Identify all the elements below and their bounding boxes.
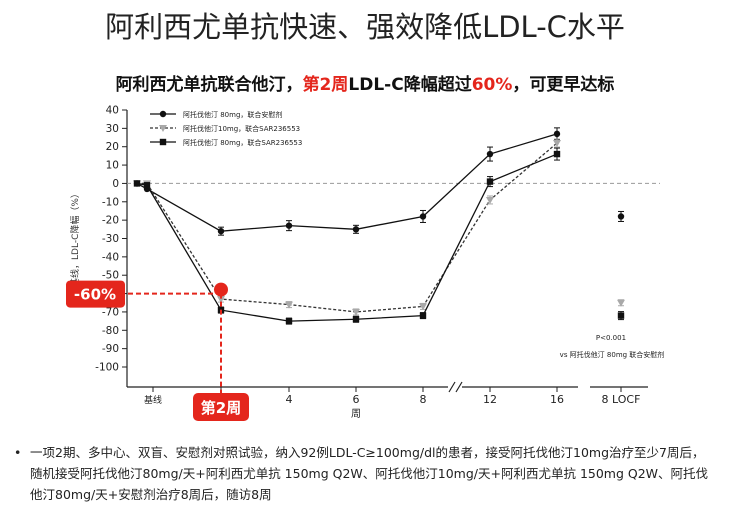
y-tick-label: 40 xyxy=(106,105,119,117)
y-tick-label: 30 xyxy=(106,123,119,135)
y-tick-label: -30 xyxy=(102,233,119,245)
y-tick-label: 0 xyxy=(112,178,119,190)
x-axis-title: 周 xyxy=(351,408,361,420)
subtitle-percent: 60% xyxy=(471,75,513,95)
study-description: 一项2期、多中心、双盲、安慰剂对照试验，纳入92例LDL-C≥100mg/dl的… xyxy=(30,445,709,502)
legend-label: 阿托伐他汀 80mg，联合安慰剂 xyxy=(183,110,282,119)
x-tick-label: 8 LOCF xyxy=(602,393,641,406)
x-tick-label: 基线 xyxy=(144,394,162,406)
study-note: • 一项2期、多中心、双盲、安慰剂对照试验，纳入92例LDL-C≥100mg/d… xyxy=(14,442,714,505)
data-point xyxy=(217,296,225,304)
subtitle-part3: LDL-C降幅超过 xyxy=(348,75,472,95)
x-tick-label: 6 xyxy=(353,393,360,406)
data-point xyxy=(553,140,561,148)
legend-marker xyxy=(159,110,167,118)
x-tick-label: 8 xyxy=(420,393,427,406)
data-point xyxy=(352,308,360,316)
subtitle-week2: 第2周 xyxy=(302,75,349,95)
data-point xyxy=(486,150,494,158)
locf-point xyxy=(617,213,625,220)
locf-point xyxy=(617,299,625,307)
annotation-week-box xyxy=(193,393,249,421)
data-point xyxy=(133,180,141,187)
legend-label: 阿托伐他汀10mg，联合SAR236553 xyxy=(183,124,300,133)
axis-break-mark xyxy=(448,381,456,393)
series-line-3 xyxy=(136,153,558,322)
series-line-2 xyxy=(137,142,558,313)
data-point xyxy=(285,222,293,229)
data-point xyxy=(553,150,561,158)
data-point xyxy=(486,196,494,204)
data-point xyxy=(419,213,427,220)
locf-point xyxy=(617,312,625,319)
y-tick-label: -10 xyxy=(102,196,119,208)
p-value: P<0.001 xyxy=(596,334,626,342)
y-axis-title: 基线，LDL-C降幅（%） xyxy=(69,189,81,287)
y-tick-label: -40 xyxy=(102,251,119,263)
y-tick-label: -20 xyxy=(102,215,119,227)
data-point xyxy=(419,303,427,311)
legend-marker xyxy=(159,125,167,132)
annotation-value-box xyxy=(66,280,125,308)
legend-label: 阿托伐他汀 80mg，联合SAR236553 xyxy=(183,138,302,147)
page-title: 阿利西尤单抗快速、强效降低LDL-C水平 xyxy=(105,10,625,44)
subtitle-part1: 阿利西尤单抗联合他汀， xyxy=(115,75,303,95)
data-point xyxy=(217,227,225,235)
axis-break-mark xyxy=(455,381,463,393)
series-line-1 xyxy=(136,133,558,232)
x-tick-label: 4 xyxy=(286,393,293,406)
data-point xyxy=(553,130,561,138)
data-point xyxy=(352,226,360,233)
y-tick-label: 20 xyxy=(106,141,119,153)
ldl-chart: 403020100-10-20-30-40-50-60-70-80-90-100… xyxy=(66,105,665,421)
y-tick-label: -70 xyxy=(102,306,119,318)
annotation-week-label: 第2周 xyxy=(201,399,241,417)
y-tick-label: -100 xyxy=(95,362,119,374)
annotation-dot xyxy=(214,282,228,297)
data-point xyxy=(486,178,494,185)
y-tick-label: -90 xyxy=(102,343,119,355)
x-tick-label: 16 xyxy=(550,393,564,406)
data-point xyxy=(285,301,293,309)
data-point xyxy=(419,312,427,319)
annotation-value-label: -60% xyxy=(74,286,116,304)
p-value-note: vs 阿托伐他汀 80mg 联合安慰剂 xyxy=(560,350,665,359)
y-tick-label: -50 xyxy=(102,270,119,282)
y-tick-label: 10 xyxy=(106,160,119,172)
y-tick-label: -80 xyxy=(102,325,119,337)
bullet-dot: • xyxy=(14,445,22,460)
x-tick-label: 12 xyxy=(483,393,497,406)
data-point xyxy=(285,317,293,325)
subtitle-part5: ，可更早达标 xyxy=(512,75,615,95)
chart-subtitle: 阿利西尤单抗联合他汀，第2周LDL-C降幅超过60%，可更早达标 xyxy=(0,70,730,95)
legend-marker xyxy=(159,138,167,146)
data-point xyxy=(143,182,151,189)
data-point xyxy=(352,316,360,323)
